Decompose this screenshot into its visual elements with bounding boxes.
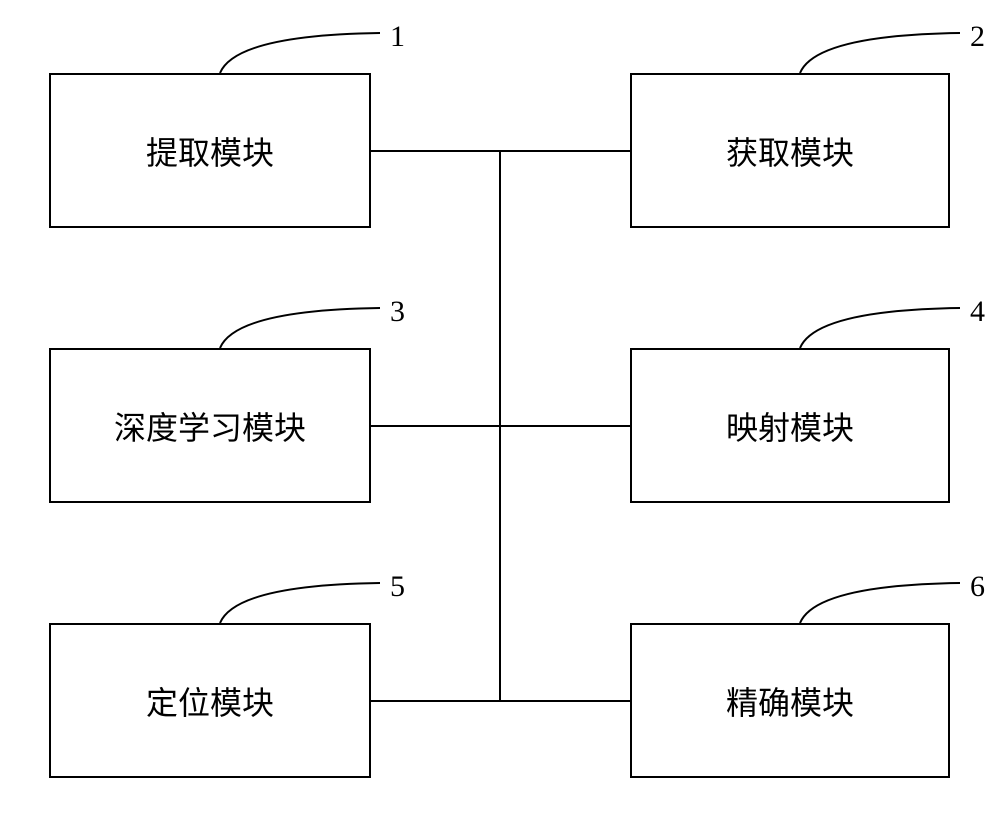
node-box-n6: 精确模块 xyxy=(630,623,950,778)
leader-line-n3 xyxy=(220,308,380,348)
node-box-n1: 提取模块 xyxy=(49,73,371,228)
node-label-n4: 映射模块 xyxy=(726,403,854,449)
ref-number-n5: 5 xyxy=(390,570,405,604)
ref-number-n2: 2 xyxy=(970,20,985,54)
node-box-n5: 定位模块 xyxy=(49,623,371,778)
node-box-n4: 映射模块 xyxy=(630,348,950,503)
node-label-n5: 定位模块 xyxy=(146,678,274,724)
leader-line-n2 xyxy=(800,33,960,73)
node-label-n1: 提取模块 xyxy=(146,128,274,174)
leader-line-n4 xyxy=(800,308,960,348)
ref-number-n3: 3 xyxy=(390,295,405,329)
node-label-n3: 深度学习模块 xyxy=(114,403,306,449)
ref-number-n1: 1 xyxy=(390,20,405,54)
ref-number-n6: 6 xyxy=(970,570,985,604)
diagram-root: 提取模块 获取模块深度学习模块 映射模块定位模块 精确模块 1 2 3 4 5 6 xyxy=(0,0,1000,829)
node-box-n2: 获取模块 xyxy=(630,73,950,228)
node-box-n3: 深度学习模块 xyxy=(49,348,371,503)
node-label-n2: 获取模块 xyxy=(726,128,854,174)
leader-line-n1 xyxy=(220,33,380,73)
ref-number-n4: 4 xyxy=(970,295,985,329)
node-label-n6: 精确模块 xyxy=(726,678,854,724)
leader-line-n6 xyxy=(800,583,960,623)
leader-line-n5 xyxy=(220,583,380,623)
